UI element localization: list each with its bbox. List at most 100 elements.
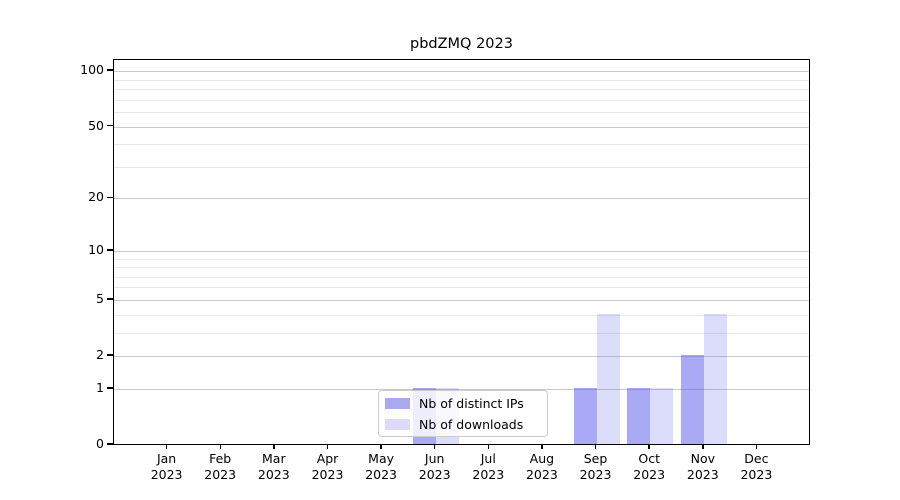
y-tick-label-20: 20 — [88, 189, 104, 205]
x-tick-label-sep: Sep 2023 — [564, 451, 628, 482]
x-tick-label-aug: Aug 2023 — [510, 451, 574, 482]
x-tick-month: Apr — [316, 451, 339, 466]
x-tick-month: Mar — [262, 451, 286, 466]
bar-distinct-ips-oct — [627, 387, 651, 444]
x-tick-label-oct: Oct 2023 — [617, 451, 681, 482]
x-tick-mark-jun — [433, 444, 436, 449]
gridline-minor-70 — [114, 99, 809, 101]
gridline-minor-3 — [114, 332, 809, 334]
x-tick-mark-nov — [702, 444, 704, 449]
x-tick-year: 2023 — [686, 466, 719, 482]
chart-title: pbdZMQ 2023 — [410, 36, 513, 52]
x-tick-month: Sep — [583, 451, 608, 466]
gridline-minor-4 — [114, 314, 809, 316]
x-tick-month: Dec — [744, 451, 769, 466]
x-tick-mark-jul — [487, 444, 490, 449]
y-tick-mark-5 — [107, 298, 113, 300]
x-tick-year: 2023 — [311, 466, 344, 482]
x-tick-mark-may — [380, 444, 382, 449]
y-tick-mark-2 — [107, 354, 113, 356]
y-tick-mark-20 — [107, 196, 113, 199]
x-tick-month: Aug — [529, 451, 555, 466]
x-tick-mark-dec — [755, 444, 758, 449]
y-tick-label-1: 1 — [96, 379, 104, 395]
gridline-major-50 — [114, 126, 809, 128]
y-tick-label-2: 2 — [96, 347, 104, 362]
gridline-major-10 — [114, 250, 809, 252]
x-tick-month: Oct — [638, 451, 660, 466]
gridline-minor-30 — [114, 166, 809, 168]
legend-label-distinct-ips: Nb of distinct IPs — [419, 395, 524, 411]
x-tick-year: 2023 — [472, 466, 505, 482]
legend: Nb of distinct IPs Nb of downloads — [378, 390, 548, 437]
plot-area — [113, 59, 810, 445]
gridlines — [114, 60, 809, 444]
x-tick-label-dec: Dec 2023 — [724, 451, 788, 482]
x-tick-month: Feb — [209, 451, 232, 466]
x-tick-month: May — [368, 451, 395, 466]
x-tick-label-jan: Jan 2023 — [135, 451, 199, 482]
x-tick-mark-jan — [165, 444, 168, 449]
x-tick-year: 2023 — [418, 466, 451, 482]
gridline-minor-9 — [114, 258, 809, 260]
bars — [114, 60, 809, 444]
x-tick-mark-feb — [219, 444, 221, 449]
gridline-major-2 — [114, 356, 809, 357]
legend-swatch-distinct-ips — [385, 397, 410, 409]
y-tick-mark-0 — [107, 443, 113, 445]
y-tick-label-50: 50 — [88, 117, 104, 133]
x-tick-year: 2023 — [525, 466, 558, 482]
y-tick-mark-50 — [107, 124, 113, 127]
y-tick-label-5: 5 — [96, 290, 104, 306]
y-tick-mark-10 — [107, 249, 113, 251]
gridline-minor-8 — [114, 267, 809, 268]
bar-downloads-sep — [596, 313, 620, 444]
x-tick-year: 2023 — [204, 466, 237, 482]
x-tick-label-mar: Mar 2023 — [242, 451, 306, 482]
legend-entry-downloads: Nb of downloads — [385, 415, 541, 433]
gridline-minor-7 — [114, 276, 809, 278]
x-tick-year: 2023 — [150, 466, 183, 482]
x-tick-label-feb: Feb 2023 — [188, 451, 252, 482]
legend-label-downloads: Nb of downloads — [419, 416, 524, 432]
gridline-major-20 — [114, 198, 809, 200]
gridline-minor-40 — [114, 144, 809, 146]
x-tick-label-jul: Jul 2023 — [456, 451, 520, 482]
y-tick-mark-1 — [107, 387, 113, 389]
x-tick-label-may: May 2023 — [349, 451, 413, 482]
gridline-major-100 — [114, 71, 809, 73]
x-tick-label-nov: Nov 2023 — [671, 451, 735, 482]
x-tick-month: Jun — [424, 451, 445, 466]
gridline-minor-6 — [114, 287, 809, 289]
y-tick-mark-100 — [107, 69, 113, 71]
gridline-major-5 — [114, 299, 809, 301]
x-tick-month: Jul — [480, 451, 496, 466]
x-tick-mark-sep — [594, 444, 597, 449]
x-tick-mark-oct — [648, 444, 650, 449]
x-tick-label-apr: Apr 2023 — [296, 451, 360, 482]
gridline-minor-60 — [114, 112, 809, 113]
gridline-minor-90 — [114, 79, 809, 81]
bar-downloads-nov — [703, 313, 727, 444]
x-tick-year: 2023 — [579, 466, 612, 482]
bar-downloads-oct — [650, 387, 674, 444]
x-tick-mark-mar — [273, 444, 275, 449]
x-tick-mark-apr — [326, 444, 329, 449]
x-tick-year: 2023 — [633, 466, 666, 482]
x-tick-year: 2023 — [740, 466, 773, 482]
bar-distinct-ips-sep — [573, 387, 597, 444]
legend-swatch-downloads — [385, 418, 410, 430]
x-tick-year: 2023 — [257, 466, 290, 482]
gridline-minor-80 — [114, 89, 809, 91]
x-tick-year: 2023 — [365, 466, 397, 482]
gridline-major-1 — [114, 388, 809, 390]
x-tick-month: Nov — [690, 451, 715, 466]
x-tick-mark-aug — [541, 444, 543, 449]
y-tick-label-0: 0 — [96, 436, 104, 451]
x-tick-month: Jan — [156, 451, 177, 466]
bar-distinct-ips-nov — [680, 355, 704, 444]
y-tick-label-100: 100 — [80, 62, 104, 78]
x-tick-label-jun: Jun 2023 — [403, 451, 467, 482]
legend-entry-distinct-ips: Nb of distinct IPs — [385, 394, 541, 412]
